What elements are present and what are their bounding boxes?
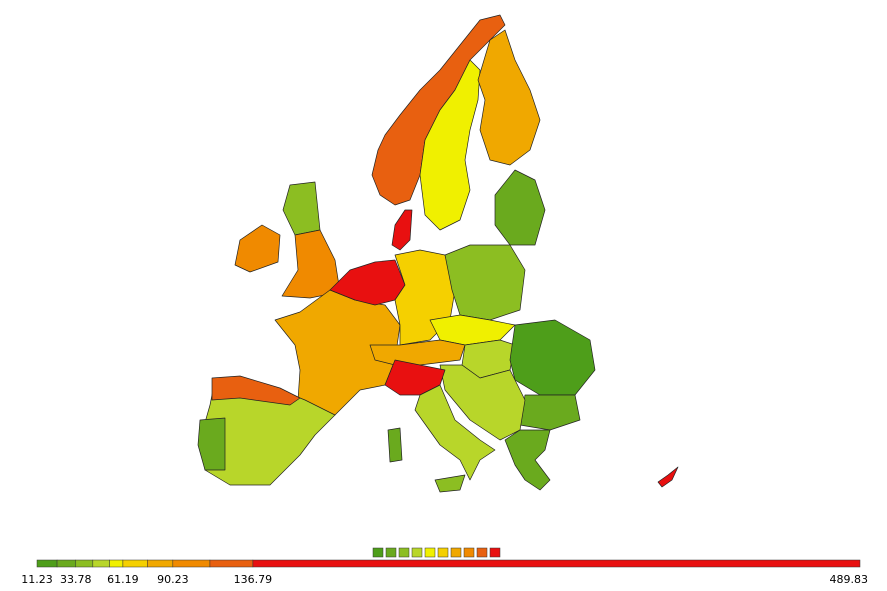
legend-class — [252, 559, 861, 568]
legend-swatch — [476, 547, 488, 558]
region — [519, 394, 581, 431]
x-tick-label: 33.78 — [60, 573, 92, 586]
region — [211, 375, 301, 406]
legend-swatch — [437, 547, 449, 558]
region — [504, 429, 551, 491]
region — [419, 59, 481, 231]
region — [234, 224, 281, 273]
legend-class — [209, 559, 254, 568]
x-tick-label: 61.19 — [107, 573, 139, 586]
region — [444, 244, 526, 321]
region — [282, 181, 321, 236]
x-tick-label: 11.23 — [21, 573, 53, 586]
region — [387, 427, 403, 463]
region — [369, 339, 466, 366]
legend-swatch — [398, 547, 410, 558]
legend-swatch — [424, 547, 436, 558]
legend-class — [109, 559, 124, 568]
legend-class — [172, 559, 211, 568]
legend-swatch — [385, 547, 397, 558]
region — [391, 209, 413, 251]
legend-class — [56, 559, 77, 568]
region — [434, 474, 466, 493]
region — [509, 319, 596, 396]
region — [439, 364, 526, 441]
region — [384, 359, 446, 396]
legend-class — [122, 559, 148, 568]
legend-swatch — [411, 547, 423, 558]
region — [477, 29, 541, 166]
legend-class — [36, 559, 58, 568]
region — [371, 14, 506, 206]
region — [197, 417, 226, 471]
legend-class — [92, 559, 110, 568]
legend-class — [75, 559, 94, 568]
region — [414, 384, 496, 481]
region — [657, 466, 679, 488]
legend: 11.23 33.78 61.19 90.23 136.79 489.83 — [21, 547, 869, 586]
region — [494, 169, 546, 246]
x-tick-label: 489.83 — [830, 573, 869, 586]
x-tick-label: 90.23 — [157, 573, 189, 586]
legend-swatch — [463, 547, 475, 558]
legend-swatch — [450, 547, 462, 558]
region — [281, 229, 341, 299]
legend-swatch — [372, 547, 384, 558]
legend-class — [147, 559, 174, 568]
legend-swatch — [489, 547, 501, 558]
x-tick-label: 136.79 — [234, 573, 273, 586]
map — [197, 14, 679, 493]
